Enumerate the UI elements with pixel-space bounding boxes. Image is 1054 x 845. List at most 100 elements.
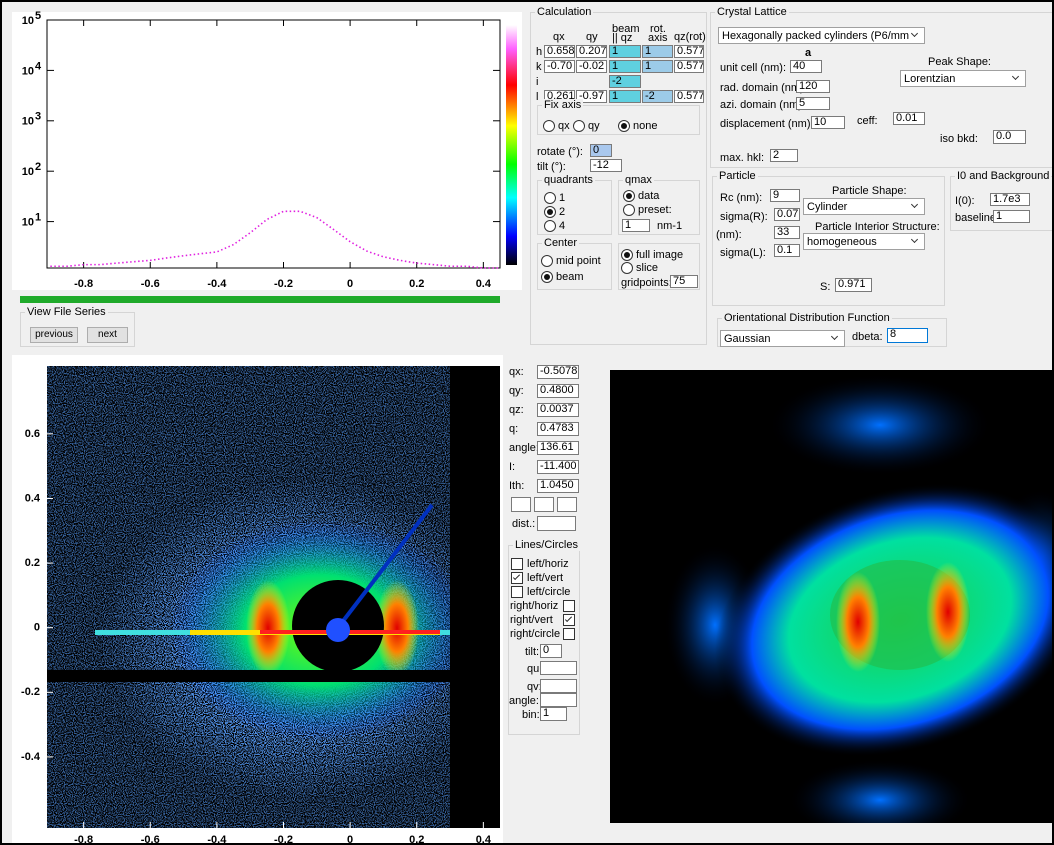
- text-field[interactable]: 0.1: [774, 244, 800, 257]
- radio-button[interactable]: [544, 220, 556, 232]
- label: rotate (°):: [537, 146, 583, 158]
- text-field[interactable]: 33: [774, 226, 800, 239]
- text-field[interactable]: -12: [590, 159, 622, 172]
- checkbox[interactable]: [563, 600, 575, 612]
- label: || qz: [612, 32, 632, 44]
- radio-button[interactable]: [543, 120, 555, 132]
- label: angle:: [509, 695, 539, 707]
- label: none: [633, 120, 657, 132]
- text-field[interactable]: 120: [796, 80, 830, 93]
- text-field[interactable]: -11.400: [537, 460, 579, 474]
- label: nm-1: [657, 220, 682, 232]
- text-field[interactable]: [540, 679, 577, 693]
- radio-button[interactable]: [541, 255, 553, 267]
- text-field[interactable]: 8: [887, 328, 928, 343]
- text-field[interactable]: [534, 497, 554, 512]
- text-field[interactable]: 0.4783: [537, 422, 579, 436]
- text-field[interactable]: 136.61: [537, 441, 579, 455]
- label: data: [638, 190, 659, 202]
- group-title: Fix axis: [542, 99, 583, 111]
- button[interactable]: next: [87, 327, 128, 343]
- label: iso bkd:: [940, 133, 978, 145]
- text-field[interactable]: 1: [642, 45, 673, 58]
- group-title: Calculation: [535, 6, 593, 18]
- dropdown[interactable]: Gaussian: [720, 330, 845, 347]
- text-field[interactable]: 0.971: [835, 278, 872, 292]
- text-field[interactable]: 75: [670, 275, 698, 288]
- text-field[interactable]: 1: [622, 219, 650, 232]
- text-field[interactable]: 0.0: [993, 130, 1026, 144]
- dropdown[interactable]: Cylinder: [803, 198, 925, 215]
- text-field[interactable]: 1: [540, 707, 567, 721]
- label: sigma(L):: [720, 247, 766, 259]
- text-field[interactable]: [557, 497, 577, 512]
- label: displacement (nm): [720, 118, 810, 130]
- text-field[interactable]: 5: [796, 97, 830, 110]
- label: Rc (nm):: [720, 192, 762, 204]
- text-field[interactable]: 0.0037: [537, 403, 579, 417]
- text-field[interactable]: 1: [993, 210, 1030, 223]
- text-field[interactable]: 1: [609, 45, 641, 58]
- text-field[interactable]: -0.70: [544, 60, 575, 73]
- text-field[interactable]: 0.4800: [537, 384, 579, 398]
- group-title: Orientational Distribution Function: [722, 312, 892, 324]
- checkbox[interactable]: [563, 628, 575, 640]
- text-field[interactable]: 1: [642, 60, 673, 73]
- dropdown[interactable]: homogeneous: [803, 233, 925, 250]
- text-field[interactable]: -0.5078: [537, 365, 579, 379]
- text-field[interactable]: 0.207: [576, 45, 607, 58]
- text-field[interactable]: 0.01: [893, 112, 925, 125]
- text-field[interactable]: 0: [540, 644, 562, 658]
- label: left/vert: [527, 572, 563, 584]
- label: 2: [559, 206, 565, 218]
- radio-button[interactable]: [573, 120, 585, 132]
- radio-button[interactable]: [544, 192, 556, 204]
- label: unit cell (nm):: [720, 62, 786, 74]
- label: sigma(R):: [720, 211, 768, 223]
- dropdown[interactable]: Lorentzian: [900, 70, 1026, 87]
- label: mid point: [556, 255, 601, 267]
- text-field[interactable]: 1: [609, 90, 641, 103]
- label: Peak Shape:: [928, 56, 991, 68]
- text-field[interactable]: 0.577: [674, 90, 704, 103]
- label: tilt (°):: [537, 161, 566, 173]
- text-field[interactable]: [540, 693, 577, 707]
- label: qy:: [509, 385, 524, 397]
- text-field[interactable]: 2: [770, 149, 798, 162]
- dropdown[interactable]: Hexagonally packed cylinders (P6/mm: [718, 27, 925, 44]
- text-field[interactable]: 1.7e3: [990, 193, 1030, 206]
- group-title: Crystal Lattice: [715, 6, 789, 18]
- label: I(0):: [955, 195, 975, 207]
- text-field[interactable]: 0: [590, 144, 612, 157]
- label: I:: [509, 461, 515, 473]
- text-field[interactable]: 1.0450: [537, 479, 579, 493]
- text-field[interactable]: 9: [770, 189, 800, 202]
- text-field[interactable]: 0.577: [674, 60, 704, 73]
- text-field[interactable]: 0.658: [544, 45, 575, 58]
- text-field[interactable]: -0.02: [576, 60, 607, 73]
- text-field[interactable]: 0.577: [674, 45, 704, 58]
- button[interactable]: previous: [30, 327, 78, 343]
- label: baseline: [955, 212, 996, 224]
- text-field[interactable]: [537, 516, 576, 531]
- label: beam: [556, 271, 584, 283]
- text-field[interactable]: 1: [609, 60, 641, 73]
- radio-button[interactable]: [621, 262, 633, 274]
- checkbox[interactable]: [511, 586, 523, 598]
- text-field[interactable]: -2: [642, 90, 673, 103]
- checkbox[interactable]: [511, 558, 523, 570]
- text-field[interactable]: [540, 661, 577, 675]
- label: angle:: [509, 442, 539, 454]
- radio-button[interactable]: [623, 204, 635, 216]
- label: a: [805, 47, 811, 59]
- text-field[interactable]: 10: [811, 116, 845, 129]
- label: qz:: [509, 404, 524, 416]
- text-field[interactable]: 0.07: [774, 208, 800, 221]
- label: qz(rot): [674, 31, 706, 43]
- label: Ith:: [509, 480, 524, 492]
- label: gridpoints:: [621, 277, 672, 289]
- label: qy: [588, 120, 600, 132]
- text-field[interactable]: [511, 497, 531, 512]
- text-field[interactable]: 40: [790, 60, 822, 73]
- text-field[interactable]: -2: [609, 75, 641, 88]
